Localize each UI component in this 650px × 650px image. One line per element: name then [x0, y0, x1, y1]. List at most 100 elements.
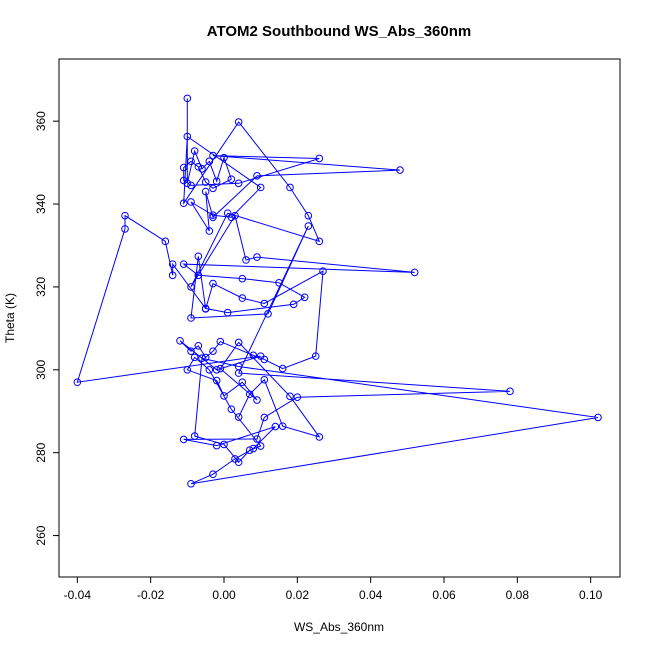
data-point: [209, 184, 217, 193]
data-point: [198, 165, 206, 173]
data-point: [245, 390, 254, 399]
data-point: [216, 364, 225, 373]
data-point: [212, 177, 221, 186]
data-point: [253, 396, 261, 404]
data-point: [168, 260, 177, 268]
data-point: [121, 225, 129, 233]
data-point: [300, 293, 309, 302]
data-point: [260, 413, 269, 422]
data-point: [227, 405, 236, 413]
x-axis: -0.04 -0.02 0.00 0.02 0.04 0.06 0.08 0.10: [64, 576, 603, 602]
data-point: [187, 198, 195, 206]
series-layer: [73, 94, 602, 488]
data-point: [319, 267, 327, 275]
data-point: [315, 237, 324, 246]
data-point: [304, 211, 313, 220]
data-point: [410, 268, 419, 277]
data-point: [187, 157, 195, 166]
data-point: [220, 153, 228, 162]
data-point: [278, 364, 287, 373]
x-tick-label: 0.02: [286, 588, 310, 602]
data-point: [234, 413, 243, 421]
data-point: [223, 308, 232, 317]
plot-frame: [58, 58, 621, 578]
y-tick-label: 320: [34, 277, 48, 297]
data-point: [205, 157, 214, 166]
data-point: [194, 162, 203, 171]
data-point: [209, 279, 217, 288]
data-point: [179, 176, 188, 185]
data-point: [249, 351, 258, 360]
data-point: [209, 470, 217, 479]
data-point: [212, 376, 221, 385]
data-point: [234, 179, 243, 188]
data-point: [293, 393, 302, 401]
data-point: [209, 213, 217, 222]
data-point: [264, 310, 272, 318]
data-point: [176, 336, 184, 345]
data-point: [201, 353, 210, 362]
y-tick-label: 280: [34, 442, 48, 462]
x-tick-label: 0.10: [579, 588, 603, 602]
data-point: [209, 211, 217, 220]
y-tick-label: 300: [34, 359, 48, 379]
data-point: [179, 199, 188, 208]
data-point: [315, 433, 324, 441]
data-point: [190, 147, 199, 155]
data-point: [271, 422, 280, 431]
data-point: [187, 314, 195, 322]
data-point: [216, 337, 225, 346]
data-point: [198, 354, 206, 362]
data-point: [205, 366, 214, 374]
data-point: [73, 378, 82, 387]
data-point: [304, 222, 313, 230]
data-point: [396, 166, 404, 174]
data-point: [234, 458, 243, 467]
data-point: [179, 435, 188, 444]
data-point: [594, 413, 602, 422]
data-point: [220, 392, 228, 400]
data-point: [209, 151, 217, 160]
data-point: [253, 172, 261, 180]
chart-title: ATOM2 Southbound WS_Abs_360nm: [207, 23, 471, 40]
data-point: [253, 435, 261, 443]
data-point: [238, 294, 247, 302]
data-point: [223, 209, 232, 217]
data-point: [161, 237, 170, 246]
data-point: [168, 271, 177, 280]
data-point: [190, 432, 199, 440]
data-point: [190, 353, 199, 362]
data-point: [187, 181, 195, 190]
data-point: [311, 352, 320, 360]
data-point: [231, 211, 239, 220]
data-point: [205, 227, 214, 235]
data-point: [275, 278, 283, 287]
data-point: [286, 183, 294, 192]
data-point: [253, 253, 261, 261]
data-point: [194, 341, 203, 350]
data-point: [179, 260, 188, 268]
data-point: [121, 211, 129, 220]
data-point: [286, 392, 294, 401]
data-point: [238, 378, 247, 387]
data-point: [212, 366, 221, 374]
data-point: [194, 271, 203, 280]
y-tick-label: 260: [34, 525, 48, 545]
data-point: [234, 118, 243, 126]
data-point: [187, 479, 195, 488]
data-point: [187, 283, 195, 291]
data-point: [260, 299, 269, 308]
data-point: [183, 366, 192, 374]
data-point: [249, 444, 258, 453]
data-point: [212, 441, 221, 450]
data-point: [242, 256, 250, 264]
data-point: [245, 446, 254, 454]
data-point: [234, 338, 243, 347]
data-point: [179, 163, 188, 172]
data-point: [201, 178, 210, 186]
data-point: [194, 252, 203, 261]
data-point: [201, 187, 210, 196]
data-point: [315, 154, 324, 163]
